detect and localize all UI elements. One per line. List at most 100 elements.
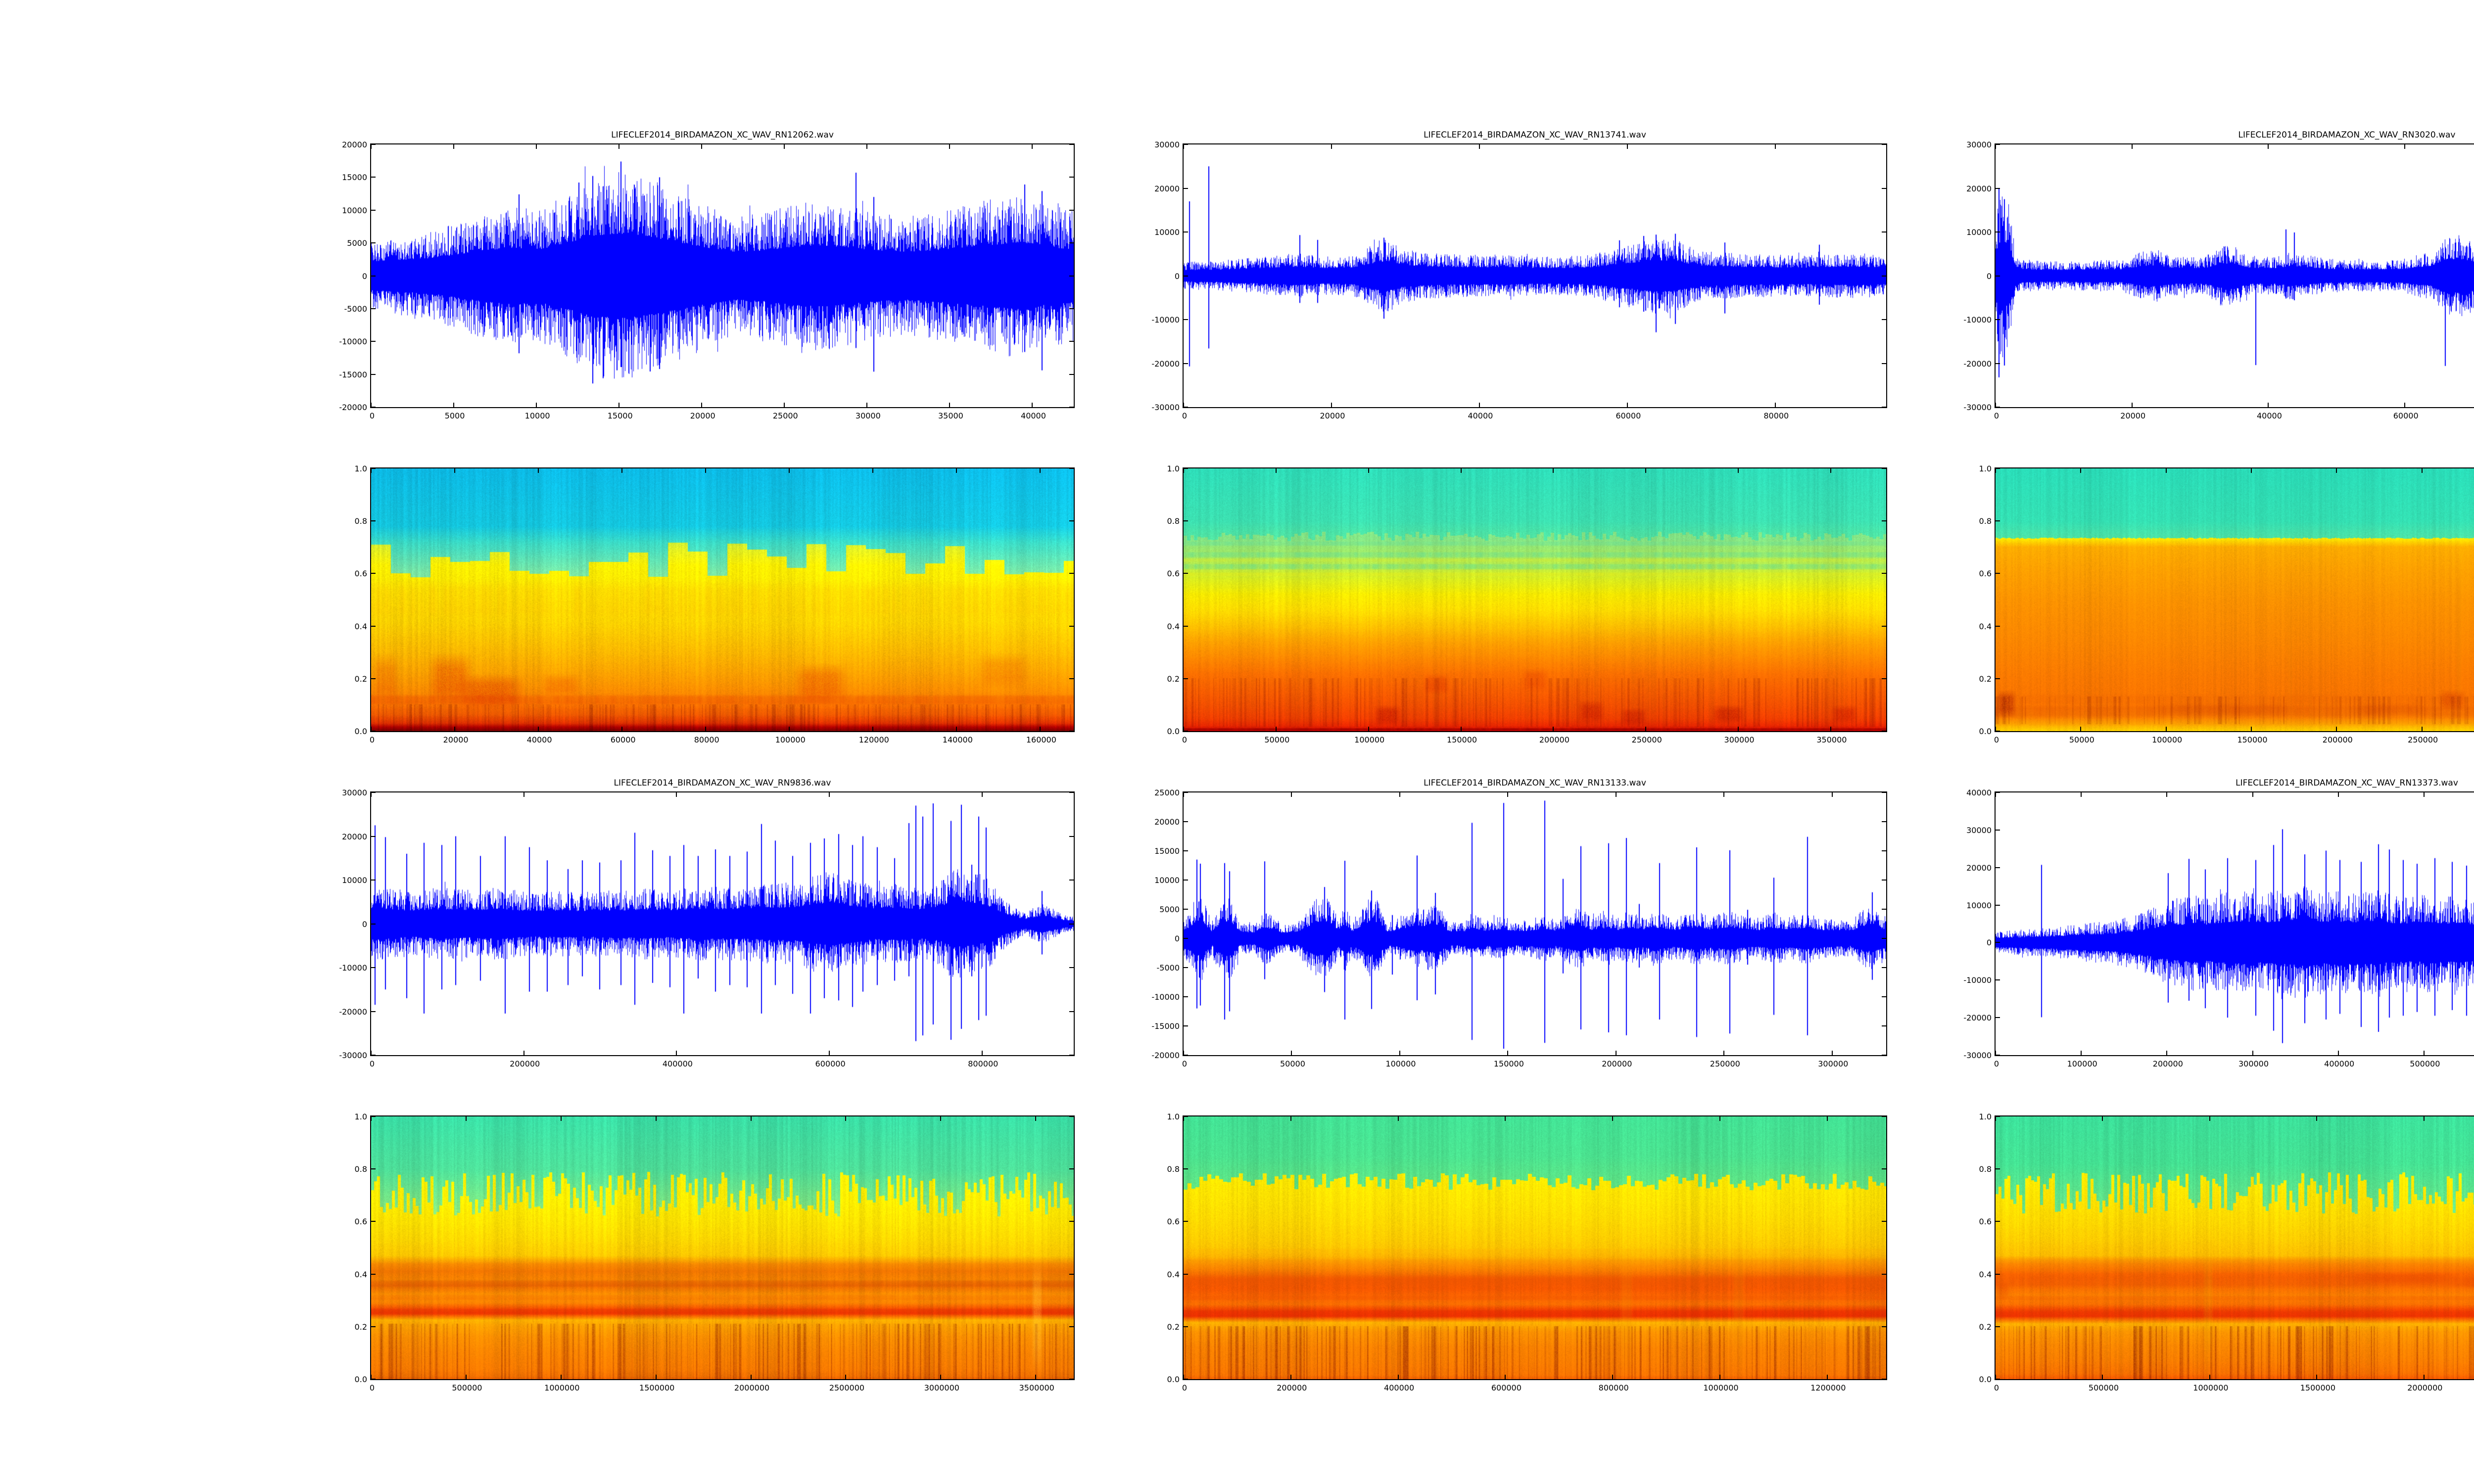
y-tick-mark xyxy=(1996,363,2000,364)
y-tick-mark xyxy=(371,923,376,925)
y-tick-label: -20000 xyxy=(1151,1051,1180,1060)
subplot-title: LIFECLEF2014_BIRDAMAZON_XC_WAV_RN3020.wa… xyxy=(2238,130,2456,140)
y-tick-mark xyxy=(1184,1326,1188,1327)
x-tick-label: 35000 xyxy=(938,411,963,420)
x-tick-mark xyxy=(1183,144,1184,149)
x-tick-mark xyxy=(2336,468,2337,473)
y-tick-mark xyxy=(371,1326,376,1327)
x-tick-label: 1000000 xyxy=(1703,1383,1739,1392)
x-tick-mark xyxy=(1995,727,1996,731)
y-tick-mark xyxy=(1184,792,1188,793)
spectrogram-canvas xyxy=(1996,1116,2474,1379)
y-tick-label: -20000 xyxy=(339,403,367,412)
x-tick-mark xyxy=(789,468,790,473)
y-tick-mark xyxy=(1996,1055,2000,1056)
x-tick-mark xyxy=(1035,1375,1037,1379)
x-tick-label: 40000 xyxy=(526,735,552,744)
x-tick-mark xyxy=(2102,1375,2103,1379)
y-tick-label: -15000 xyxy=(339,370,367,379)
y-tick-mark xyxy=(1184,1379,1188,1380)
y-tick-mark xyxy=(1882,1168,1886,1170)
y-tick-label: 5000 xyxy=(1159,905,1180,914)
x-tick-label: 100000 xyxy=(1354,735,1385,744)
y-tick-mark xyxy=(1996,1168,2000,1170)
y-tick-label: 0.2 xyxy=(1979,1322,1992,1332)
y-tick-mark xyxy=(371,792,376,793)
y-tick-label: 0.8 xyxy=(1979,1164,1992,1174)
y-tick-mark xyxy=(371,407,376,408)
x-tick-mark xyxy=(2080,727,2082,731)
x-tick-mark xyxy=(1995,792,1996,797)
y-tick-mark xyxy=(1996,468,2000,469)
y-tick-label: 0.8 xyxy=(354,516,367,526)
x-tick-mark xyxy=(1331,403,1332,407)
x-tick-mark xyxy=(1290,1375,1291,1379)
x-tick-mark xyxy=(676,1051,677,1055)
subplot-spectrogram-rn13741: 0 50000 100000 150000 200000 250000 300000 3500… xyxy=(1167,465,1887,744)
x-tick-mark xyxy=(1826,1375,1828,1379)
y-tick-mark xyxy=(1184,1116,1188,1117)
x-tick-mark xyxy=(872,727,874,731)
x-tick-mark xyxy=(1183,792,1184,797)
x-tick-mark xyxy=(956,468,957,473)
x-tick-mark xyxy=(2081,1051,2082,1055)
y-tick-label: -10000 xyxy=(1963,315,1992,325)
x-tick-mark xyxy=(1995,1375,1996,1379)
y-tick-label: 0 xyxy=(362,271,367,281)
y-tick-mark xyxy=(1882,938,1886,939)
waveform-canvas xyxy=(1996,144,2474,407)
y-tick-mark xyxy=(1996,520,2000,522)
x-tick-label: 20000 xyxy=(443,735,469,744)
y-tick-mark xyxy=(371,625,376,627)
y-tick-mark xyxy=(1069,177,1074,178)
x-tick-mark xyxy=(1460,468,1462,473)
y-tick-mark xyxy=(1184,909,1188,910)
y-tick-label: -15000 xyxy=(1151,1021,1180,1031)
y-tick-mark xyxy=(1882,573,1886,574)
x-tick-mark xyxy=(2252,1051,2253,1055)
x-tick-label: 5000 xyxy=(444,411,465,420)
y-tick-mark xyxy=(1882,1273,1886,1275)
x-tick-mark xyxy=(1615,792,1617,797)
x-tick-label: 50000 xyxy=(2069,735,2094,744)
spectrogram-canvas xyxy=(1184,1116,1886,1379)
y-tick-label: 20000 xyxy=(342,832,367,841)
x-tick-mark xyxy=(705,468,707,473)
subplot-title: LIFECLEF2014_BIRDAMAZON_XC_WAV_RN13133.w… xyxy=(1424,778,1646,788)
y-tick-mark xyxy=(1882,1221,1886,1222)
y-tick-mark xyxy=(1069,407,1074,408)
waveform-plot-rn13133: 0 50000 100000 150000 200000 250000 300000 -200… xyxy=(1151,789,1887,1068)
x-tick-label: 80000 xyxy=(694,735,719,744)
y-tick-label: 0.2 xyxy=(1979,674,1992,684)
y-tick-mark xyxy=(1184,520,1188,522)
y-tick-mark xyxy=(371,1379,376,1380)
y-tick-mark xyxy=(371,573,376,574)
x-tick-label: 600000 xyxy=(1491,1383,1522,1392)
y-tick-mark xyxy=(1069,835,1074,837)
x-tick-mark xyxy=(750,1116,752,1121)
x-tick-label: 2000000 xyxy=(2407,1383,2443,1392)
y-tick-label: 0.8 xyxy=(1167,516,1180,526)
y-tick-mark xyxy=(1069,1055,1074,1056)
y-tick-label: -20000 xyxy=(1963,1013,1992,1023)
y-tick-label: 0.0 xyxy=(1167,727,1180,736)
x-tick-label: 2000000 xyxy=(734,1383,770,1392)
y-tick-label: 0.4 xyxy=(1979,621,1992,631)
y-tick-label: 1.0 xyxy=(1167,1112,1180,1121)
y-tick-mark xyxy=(1069,573,1074,574)
y-tick-label: 0.0 xyxy=(1979,727,1992,736)
x-tick-label: 20000 xyxy=(2120,411,2146,420)
x-tick-mark xyxy=(1612,1116,1614,1121)
y-tick-mark xyxy=(1882,520,1886,522)
y-tick-label: 25000 xyxy=(1154,788,1180,797)
y-tick-mark xyxy=(1184,573,1188,574)
y-tick-label: 0.2 xyxy=(354,674,367,684)
x-tick-mark xyxy=(1615,1051,1617,1055)
y-tick-mark xyxy=(1996,1273,2000,1275)
y-tick-mark xyxy=(1069,520,1074,522)
y-tick-mark xyxy=(1069,308,1074,309)
x-tick-mark xyxy=(1460,727,1462,731)
x-tick-mark xyxy=(1368,468,1369,473)
y-tick-mark xyxy=(1882,1326,1886,1327)
y-tick-label: 0.8 xyxy=(354,1164,367,1174)
